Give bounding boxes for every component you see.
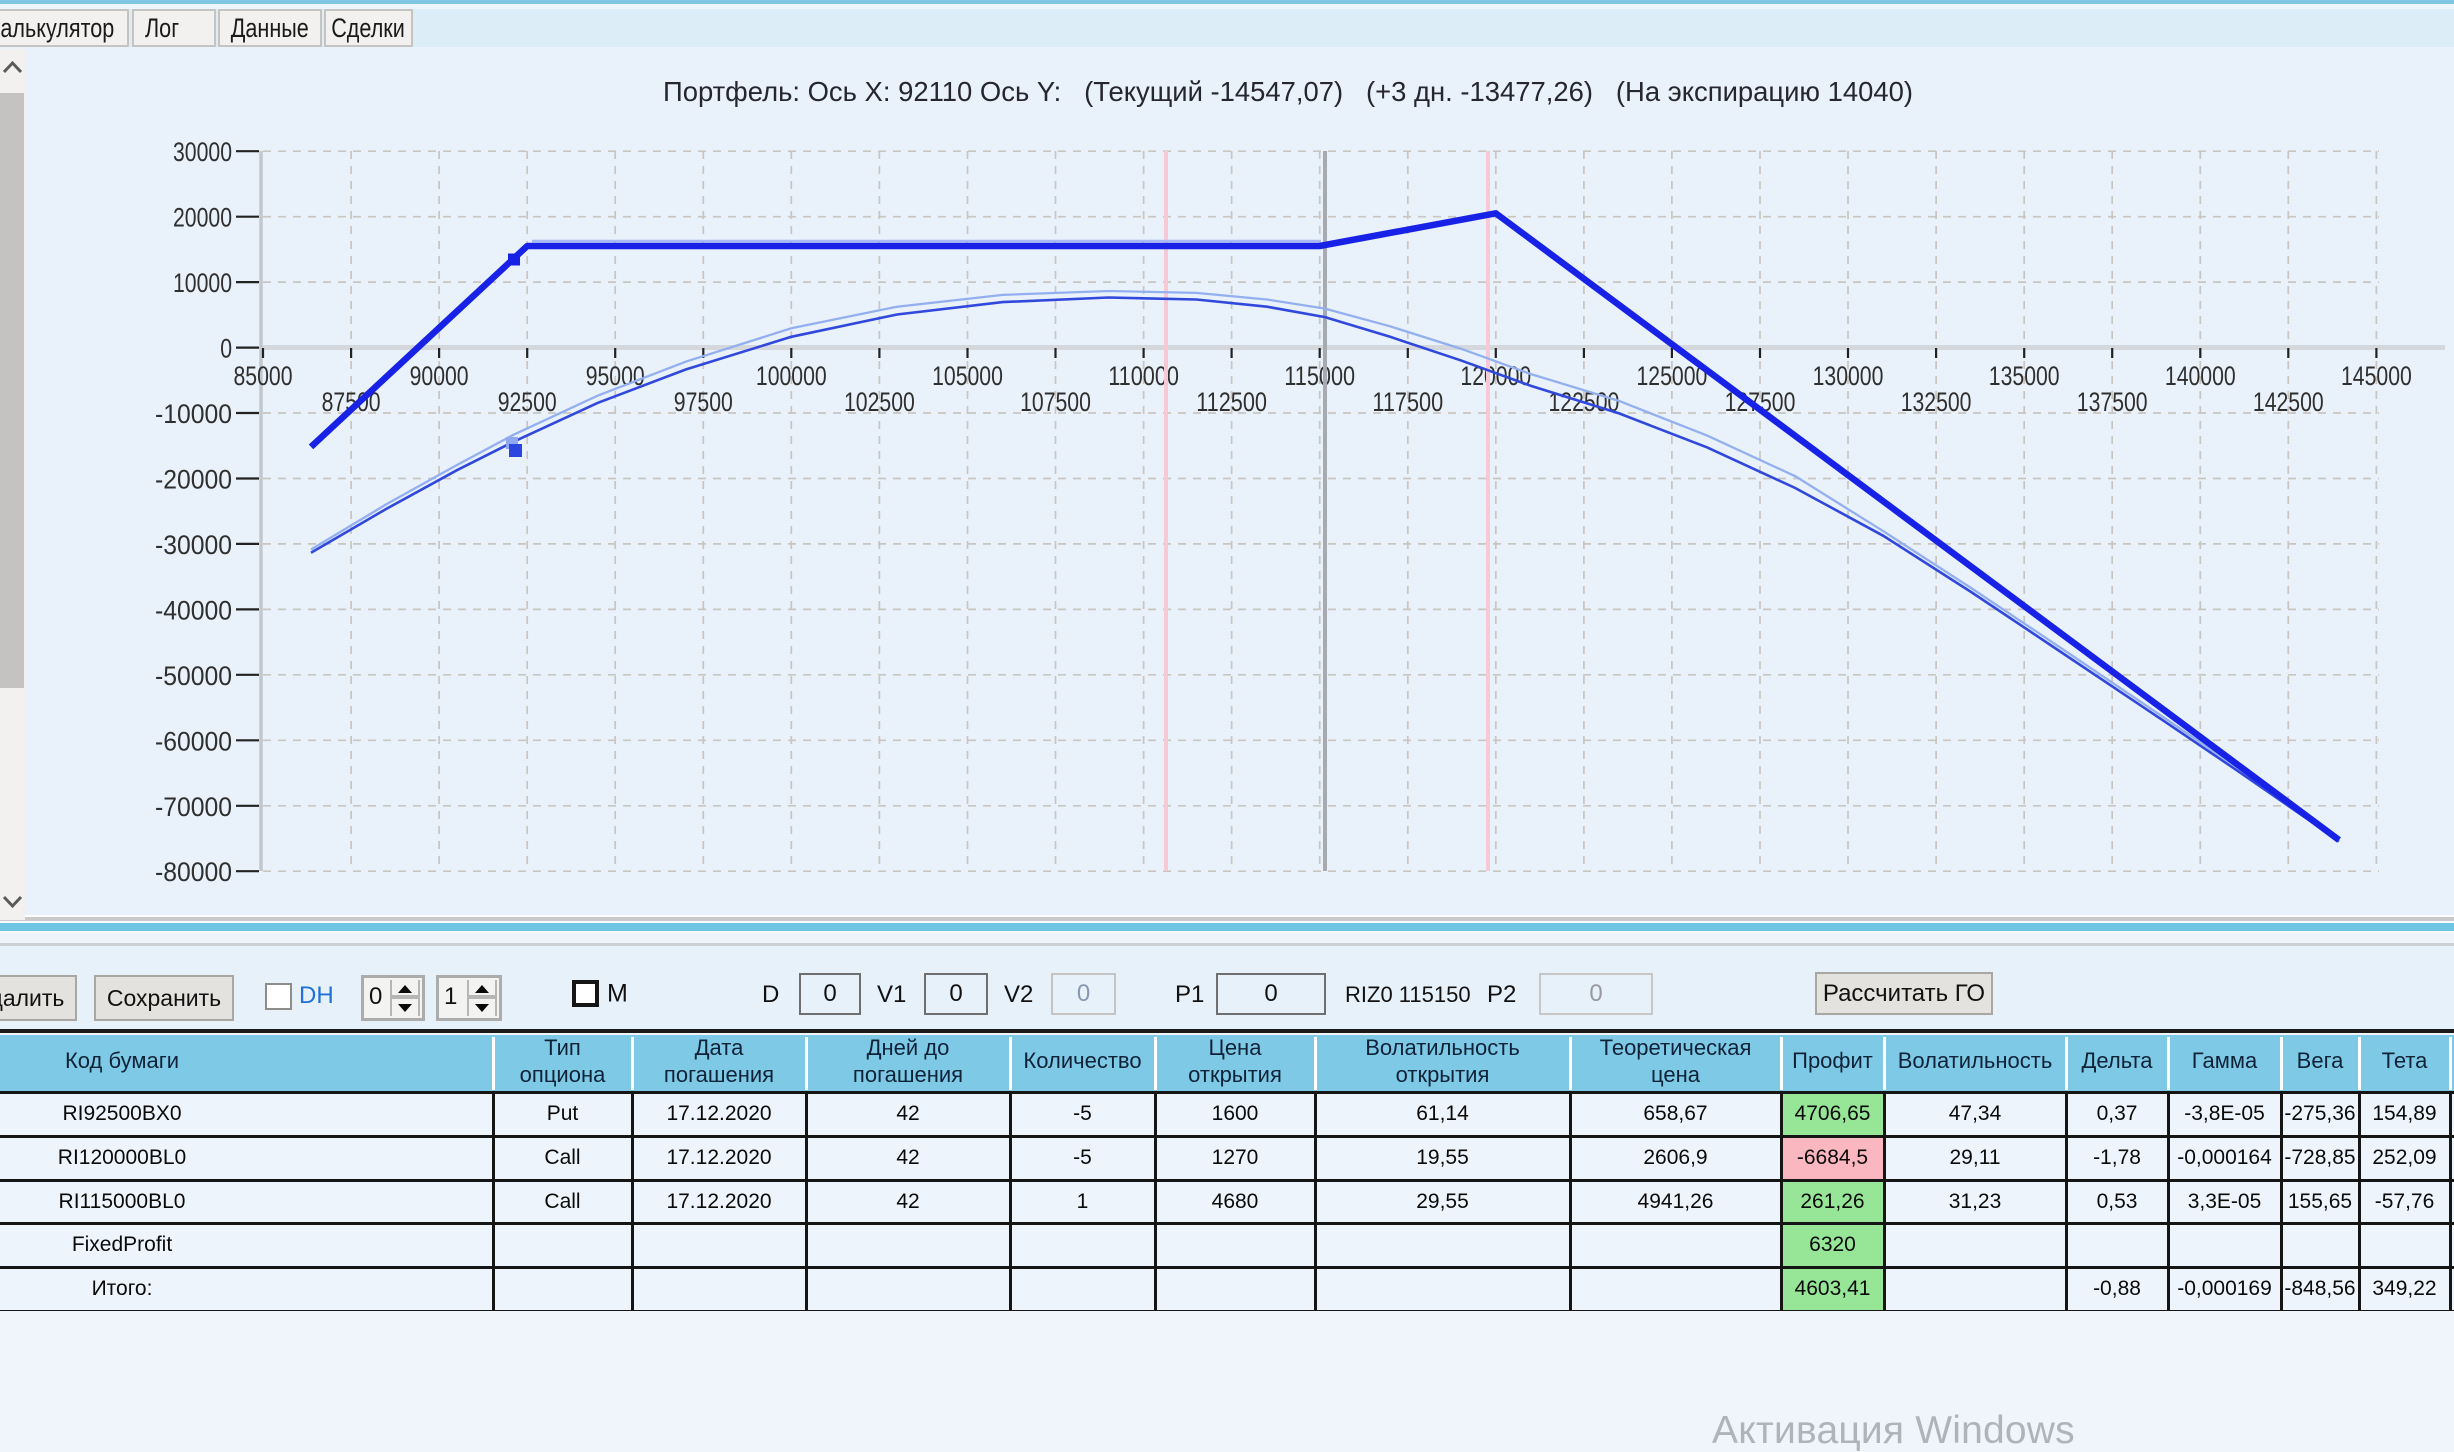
svg-text:135000: 135000 bbox=[1989, 361, 2060, 391]
svg-text:102500: 102500 bbox=[844, 387, 915, 417]
svg-text:145000: 145000 bbox=[2341, 361, 2412, 391]
svg-text:Портфель: Ось X: 92110 Ось Y:: Портфель: Ось X: 92110 Ось Y: (Текущий -… bbox=[663, 76, 1913, 107]
svg-text:130000: 130000 bbox=[1813, 361, 1884, 391]
svg-text:20000: 20000 bbox=[173, 203, 232, 233]
svg-text:-60000: -60000 bbox=[155, 726, 232, 756]
svg-text:132500: 132500 bbox=[1901, 387, 1972, 417]
svg-text:117500: 117500 bbox=[1372, 387, 1443, 417]
svg-text:90000: 90000 bbox=[410, 361, 469, 391]
svg-text:95000: 95000 bbox=[586, 361, 645, 391]
svg-text:100000: 100000 bbox=[756, 361, 827, 391]
svg-text:30000: 30000 bbox=[173, 137, 232, 167]
svg-text:140000: 140000 bbox=[2165, 361, 2236, 391]
svg-text:115000: 115000 bbox=[1284, 361, 1355, 391]
svg-text:-10000: -10000 bbox=[155, 399, 232, 429]
svg-text:-40000: -40000 bbox=[155, 595, 232, 625]
svg-text:112500: 112500 bbox=[1196, 387, 1267, 417]
svg-text:-30000: -30000 bbox=[155, 530, 232, 560]
svg-text:110000: 110000 bbox=[1108, 361, 1179, 391]
svg-text:120000: 120000 bbox=[1460, 361, 1531, 391]
svg-text:92500: 92500 bbox=[498, 387, 557, 417]
svg-text:125000: 125000 bbox=[1637, 361, 1708, 391]
svg-text:0: 0 bbox=[220, 334, 232, 364]
svg-text:-50000: -50000 bbox=[155, 661, 232, 691]
svg-text:-20000: -20000 bbox=[155, 465, 232, 495]
svg-text:105000: 105000 bbox=[932, 361, 1003, 391]
svg-text:97500: 97500 bbox=[674, 387, 733, 417]
svg-text:10000: 10000 bbox=[173, 268, 232, 298]
svg-text:142500: 142500 bbox=[2253, 387, 2324, 417]
svg-text:85000: 85000 bbox=[234, 361, 293, 391]
svg-text:-70000: -70000 bbox=[155, 792, 232, 822]
svg-text:137500: 137500 bbox=[2077, 387, 2148, 417]
svg-text:-80000: -80000 bbox=[155, 857, 232, 887]
svg-text:107500: 107500 bbox=[1020, 387, 1091, 417]
